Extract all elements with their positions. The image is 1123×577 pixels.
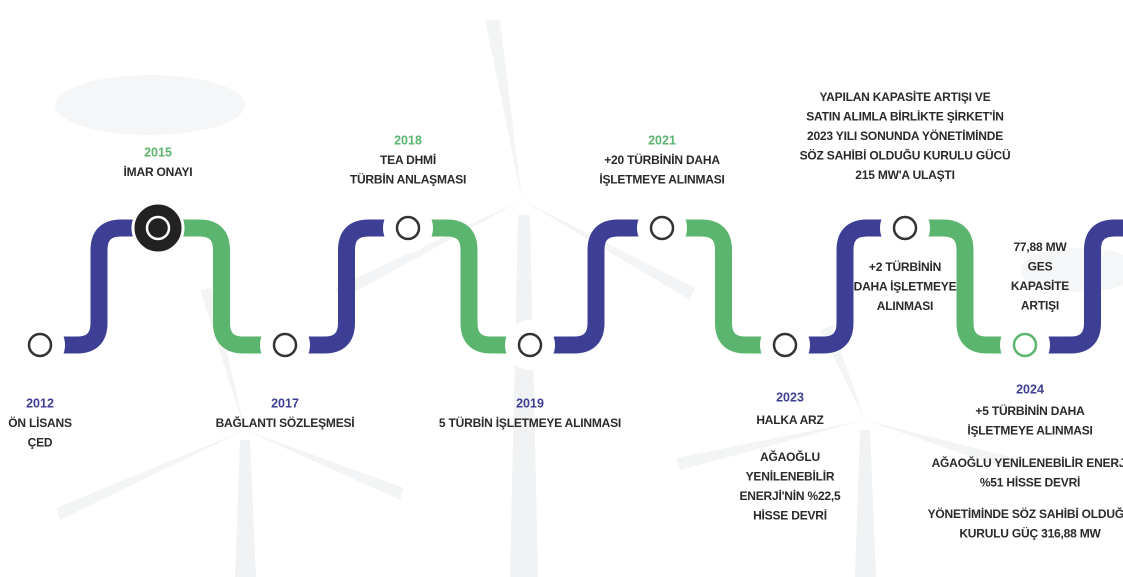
milestone-icon <box>15 320 65 370</box>
milestone-icon <box>260 320 310 370</box>
milestone-text: ALINMASI <box>877 299 933 313</box>
milestone-year: 2019 <box>516 396 544 410</box>
labels: 2012 ÖN LİSANS ÇED 2015 İMAR ONAYI 2017 BAĞLAN… <box>8 89 1123 541</box>
milestone-text: SÖZ SAHİBİ OLDUĞU KURULU GÜCÜ <box>800 148 1011 163</box>
milestone-text: BAĞLANTI SÖZLEŞMESİ <box>216 415 355 430</box>
milestone-year: 2018 <box>394 133 422 147</box>
milestone-text: KURULU GÜÇ 316,88 MW <box>959 526 1101 541</box>
milestone-text: YENİLENEBİLİR <box>746 469 835 484</box>
milestone-text: İMAR ONAYI <box>124 164 193 179</box>
milestone-text: ÖN LİSANS <box>8 415 72 430</box>
wave-segment <box>285 228 408 345</box>
turbine-tower <box>855 430 876 577</box>
milestone-text: AĞAOĞLU YENİLENEBİLİR ENERJİ <box>932 455 1123 470</box>
milestone-text: YÖNETİMİNDE SÖZ SAHİBİ OLDUĞU <box>928 506 1123 521</box>
milestone-text: +5 TÜRBİNİN DAHA <box>975 403 1085 418</box>
milestone-text: TÜRBİN ANLAŞMASI <box>350 172 466 187</box>
milestone-icon <box>880 203 930 253</box>
milestone-text: KAPASİTE <box>1011 278 1069 293</box>
milestone-icon <box>637 203 687 253</box>
milestone-text: ENERJİ'NİN %22,5 <box>739 488 841 503</box>
milestone-year: 2024 <box>1016 382 1044 396</box>
timeline: 2012 ÖN LİSANS ÇED 2015 İMAR ONAYI 2017 BAĞLAN… <box>0 0 1123 577</box>
wave-path <box>40 228 1123 345</box>
milestone-text: GES <box>1028 260 1053 274</box>
milestone-text: 2023 YILI SONUNDA YÖNETİMİNDE <box>807 128 1003 143</box>
milestone-year: 2021 <box>648 133 676 147</box>
milestone-icon <box>133 203 183 253</box>
milestone-text: ARTIŞI <box>1021 299 1059 313</box>
milestone-text: HALKA ARZ <box>756 413 823 427</box>
milestone-text: İŞLETMEYE ALINMASI <box>967 423 1092 438</box>
milestone-text: 215 MW'A ULAŞTI <box>855 168 954 182</box>
cloud <box>55 75 245 135</box>
milestone-year: 2012 <box>26 396 54 410</box>
milestone-year: 2017 <box>271 396 299 410</box>
milestone-text: 5 TÜRBİN İŞLETMEYE ALINMASI <box>439 415 621 430</box>
milestone-text: 77,88 MW <box>1013 240 1067 254</box>
milestone-text: TEA DHMİ <box>380 152 436 167</box>
milestone-text: ÇED <box>28 436 53 450</box>
milestone-icon <box>1000 320 1050 370</box>
wave-segment <box>530 228 662 345</box>
milestone-year: 2023 <box>776 390 804 404</box>
milestone-icon <box>760 320 810 370</box>
milestone-text: SATIN ALIMLA BİRLİKTE ŞİRKET'İN <box>806 109 1004 124</box>
milestone-icon <box>383 203 433 253</box>
milestone-text: %51 HİSSE DEVRİ <box>980 475 1080 490</box>
milestone-year: 2015 <box>144 145 172 159</box>
milestone-text: AĞAOĞLU <box>760 449 820 464</box>
milestone-text: +20 TÜRBİNİN DAHA <box>604 152 720 167</box>
milestone-text: HİSSE DEVRİ <box>753 508 827 523</box>
milestone-text: İŞLETMEYE ALINMASI <box>599 172 724 187</box>
milestone-text: DAHA İŞLETMEYE <box>854 279 957 294</box>
milestone-text: +2 TÜRBİNİN <box>869 259 941 274</box>
milestone-text: YAPILAN KAPASİTE ARTIŞI VE <box>819 89 990 104</box>
milestone-icon <box>505 320 555 370</box>
turbine-tower <box>235 440 256 577</box>
